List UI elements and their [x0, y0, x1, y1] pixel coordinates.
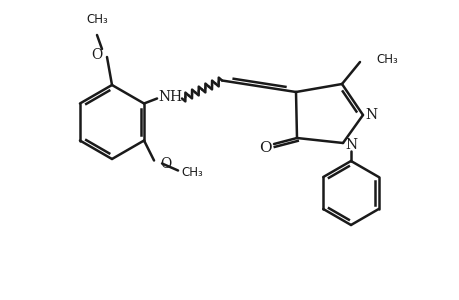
- Text: CH₃: CH₃: [181, 166, 202, 179]
- Text: CH₃: CH₃: [375, 52, 397, 65]
- Text: N: N: [344, 138, 356, 152]
- Text: O: O: [160, 157, 171, 170]
- Text: NH: NH: [157, 89, 182, 103]
- Text: O: O: [258, 141, 271, 155]
- Text: N: N: [364, 108, 376, 122]
- Text: O: O: [91, 48, 102, 62]
- Text: CH₃: CH₃: [86, 13, 108, 26]
